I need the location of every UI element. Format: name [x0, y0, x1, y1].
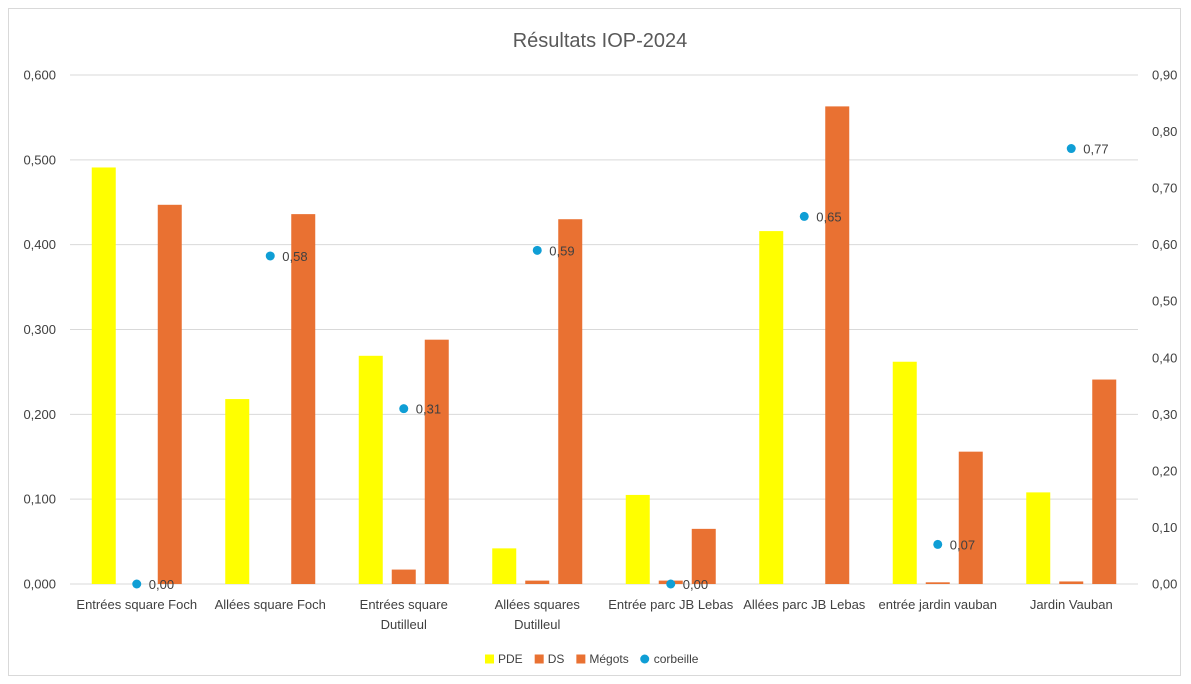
bar-ds [1059, 581, 1084, 584]
corbeille-data-label: 0,65 [816, 209, 841, 224]
bar-m-gots [958, 451, 983, 584]
category-label: Entrées square [360, 597, 448, 612]
corbeille-point [265, 251, 275, 261]
bar-pde [892, 361, 917, 584]
left-tick-label: 0,000 [23, 577, 56, 592]
legend-label-m-gots: Mégots [589, 652, 628, 666]
category-label: entrée jardin vauban [878, 597, 997, 612]
corbeille-point [933, 539, 943, 549]
right-tick-label: 0,70 [1152, 181, 1177, 196]
bar-pde [492, 548, 517, 584]
right-tick-label: 0,90 [1152, 68, 1177, 83]
left-tick-label: 0,100 [23, 492, 56, 507]
bar-m-gots [291, 214, 316, 585]
right-tick-label: 0,60 [1152, 237, 1177, 252]
corbeille-point [666, 579, 676, 589]
category-label: Dutilleul [381, 617, 427, 632]
category-label: Jardin Vauban [1030, 597, 1113, 612]
bar-m-gots [691, 528, 716, 584]
corbeille-data-label: 0,00 [149, 577, 174, 592]
bar-pde [1026, 492, 1051, 584]
right-tick-label: 0,50 [1152, 294, 1177, 309]
category-label: Allées parc JB Lebas [743, 597, 866, 612]
category-label: Entrée parc JB Lebas [608, 597, 734, 612]
legend-label-ds: DS [548, 652, 565, 666]
left-tick-label: 0,600 [23, 68, 56, 83]
category-label: Dutilleul [514, 617, 560, 632]
right-tick-label: 0,40 [1152, 350, 1177, 365]
left-tick-label: 0,400 [23, 237, 56, 252]
chart-title: Résultats IOP-2024 [513, 30, 688, 52]
bar-pde [225, 399, 250, 584]
corbeille-data-label: 0,00 [683, 577, 708, 592]
bar-m-gots [157, 204, 182, 585]
bar-ds [525, 580, 550, 584]
bar-m-gots [558, 219, 583, 584]
right-tick-label: 0,30 [1152, 407, 1177, 422]
left-tick-label: 0,500 [23, 152, 56, 167]
bar-pde [625, 494, 650, 584]
legend-swatch-pde [485, 654, 494, 664]
corbeille-data-label: 0,31 [416, 402, 441, 417]
corbeille-point [399, 404, 409, 414]
category-label: Entrées square Foch [76, 597, 197, 612]
bar-m-gots [825, 106, 850, 584]
bars-layer [91, 106, 1117, 585]
corbeille-data-label: 0,59 [549, 243, 574, 258]
corbeille-data-label: 0,77 [1083, 142, 1108, 157]
left-axis: 0,000 0,100 0,200 0,300 0,400 0,500 0,600 [23, 68, 56, 592]
bar-ds [925, 582, 950, 584]
category-axis: Entrées square Foch Allées square Foch Ent… [76, 597, 1112, 632]
bar-m-gots [424, 339, 449, 584]
right-tick-label: 0,00 [1152, 577, 1177, 592]
corbeille-data-label: 0,58 [282, 249, 307, 264]
corbeille-point [1066, 144, 1076, 154]
legend-label-pde: PDE [498, 652, 523, 666]
legend[interactable]: PDE DS Mégots corbeille [485, 652, 699, 666]
right-tick-label: 0,80 [1152, 124, 1177, 139]
legend-swatch-ds [534, 654, 544, 664]
corbeille-point [132, 579, 142, 589]
corbeille-point [532, 245, 542, 255]
category-label: Allées squares [495, 597, 581, 612]
bar-pde [358, 355, 383, 584]
right-tick-label: 0,10 [1152, 520, 1177, 535]
bar-m-gots [1092, 379, 1117, 584]
corbeille-data-label: 0,07 [950, 537, 975, 552]
category-label: Allées square Foch [215, 597, 326, 612]
right-tick-label: 0,20 [1152, 463, 1177, 478]
right-axis: 0,00 0,10 0,20 0,30 0,40 0,50 0,60 0,70 0,80 0,90 [1152, 68, 1177, 592]
bar-ds [391, 569, 416, 584]
corbeille-point [799, 211, 809, 221]
legend-label-corbeille: corbeille [654, 652, 699, 666]
legend-swatch-m-gots [576, 654, 586, 664]
bar-pde [91, 167, 116, 585]
points-layer: 0,00 0,58 0,31 0,59 0,00 0,65 0,07 0,77 [132, 142, 1109, 592]
chart-frame [8, 8, 1181, 676]
left-tick-label: 0,300 [23, 322, 56, 337]
left-tick-label: 0,200 [23, 407, 56, 422]
legend-marker-corbeille [640, 654, 650, 664]
bar-pde [759, 231, 784, 585]
